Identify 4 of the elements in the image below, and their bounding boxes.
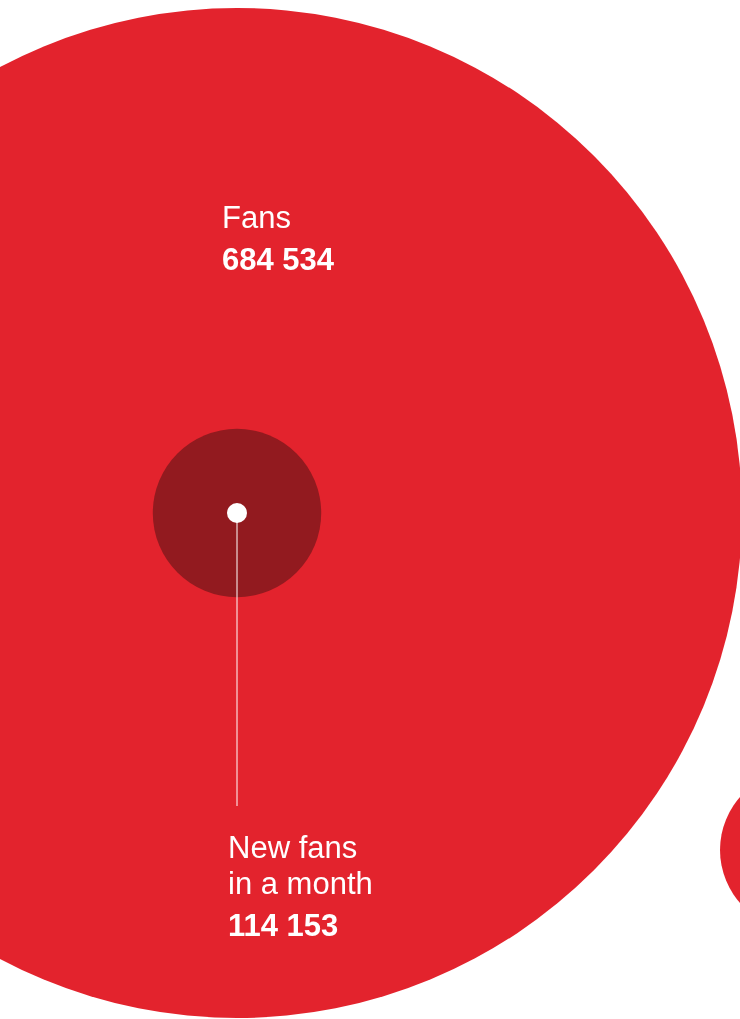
data-label: 684 534 (222, 242, 335, 277)
category-label: Fans (222, 200, 291, 235)
category-label: New fans in a month (228, 830, 373, 901)
data-label: 114 153 (228, 908, 339, 943)
